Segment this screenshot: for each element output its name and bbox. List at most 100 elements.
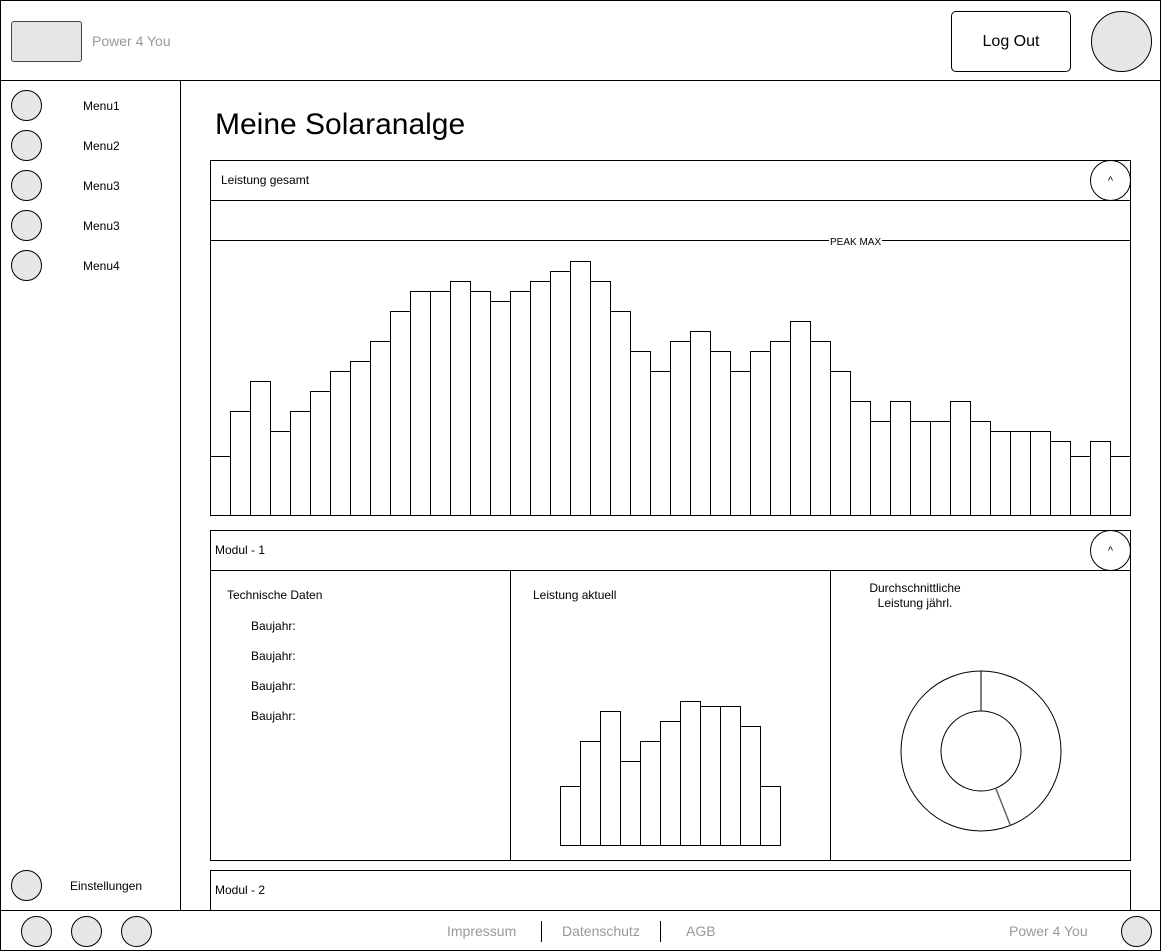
footer-icon-2[interactable] — [71, 916, 102, 947]
total-power-bar — [970, 421, 991, 516]
total-power-bar — [430, 291, 451, 516]
baujahr-label: Baujahr: — [251, 709, 296, 723]
current-power-bar — [740, 726, 761, 846]
sidebar-item-menu1[interactable]: Menu1 — [11, 90, 171, 121]
total-power-bar — [1050, 441, 1071, 516]
sidebar-item-settings[interactable]: Einstellungen — [11, 870, 171, 901]
footer-avatar[interactable] — [1121, 916, 1152, 947]
menu2-icon — [11, 130, 42, 161]
current-power-bar — [680, 701, 701, 846]
current-power-bar — [660, 721, 681, 846]
footer-icon-1[interactable] — [21, 916, 52, 947]
total-power-bar — [890, 401, 911, 516]
current-power-bar — [600, 711, 621, 846]
total-power-bar — [450, 281, 471, 516]
collapse-total-button[interactable]: ^ — [1090, 160, 1131, 201]
total-power-bar — [470, 291, 491, 516]
settings-icon — [11, 870, 42, 901]
module1-header[interactable]: Modul - 1 — [210, 530, 1131, 571]
sidebar-item-label: Menu2 — [83, 139, 120, 153]
total-power-bar — [910, 421, 931, 516]
total-power-bar — [850, 401, 871, 516]
footer-brand: Power 4 You — [1009, 923, 1088, 939]
avatar[interactable] — [1091, 11, 1152, 72]
total-power-bar — [330, 371, 351, 516]
sidebar-item-label: Menu3 — [83, 219, 120, 233]
donut-slice-divider — [995, 787, 1012, 826]
total-power-bar — [570, 261, 591, 516]
total-power-bar — [630, 351, 651, 516]
sidebar-item-menu2[interactable]: Menu2 — [11, 130, 171, 161]
tech-data-cell — [210, 570, 511, 861]
collapse-module1-button[interactable]: ^ — [1090, 530, 1131, 571]
menu3-icon — [11, 210, 42, 241]
total-power-bar — [490, 301, 511, 516]
page-title: Meine Solaranalge — [215, 108, 466, 141]
total-power-bar — [670, 341, 691, 516]
total-power-bar — [410, 291, 431, 516]
module2-title: Modul - 2 — [215, 883, 266, 897]
total-power-bar — [510, 291, 531, 516]
current-power-bar — [560, 786, 581, 846]
top-header: Power 4 You Log Out — [0, 0, 1161, 81]
total-power-bar — [650, 371, 671, 516]
footer-link-agb[interactable]: AGB — [686, 923, 716, 939]
menu1-icon — [11, 90, 42, 121]
total-power-bar — [770, 341, 791, 516]
total-power-bar — [250, 381, 271, 516]
module1-title: Modul - 1 — [215, 543, 266, 557]
panel-total-toolbar — [210, 200, 1131, 241]
footer-link-impressum[interactable]: Impressum — [447, 923, 517, 939]
tech-data-title: Technische Daten — [227, 588, 323, 602]
footer-icon-3[interactable] — [121, 916, 152, 947]
total-power-bar — [350, 361, 371, 516]
total-power-bar — [1090, 441, 1111, 516]
avg-power-title: Durchschnittliche Leistung jährl. — [850, 581, 980, 611]
module2-header[interactable]: Modul - 2 — [210, 870, 1131, 911]
total-power-bar — [730, 371, 751, 516]
current-power-bar — [640, 741, 661, 846]
total-power-bar — [1110, 456, 1131, 516]
sidebar-item-menu4[interactable]: Menu4 — [11, 250, 171, 281]
total-power-bar — [790, 321, 811, 516]
current-power-bar — [760, 786, 781, 846]
current-power-bar — [580, 741, 601, 846]
total-power-bar — [870, 421, 891, 516]
total-power-bar — [210, 456, 231, 516]
total-power-bar — [310, 391, 331, 516]
avg-power-title-line2: Leistung jährl. — [877, 596, 953, 610]
footer-divider — [660, 921, 661, 942]
sidebar-item-label: Menu3 — [83, 179, 120, 193]
sidebar-item-menu3-second[interactable]: Menu3 — [11, 210, 171, 241]
avg-power-donut-chart — [900, 670, 1062, 832]
total-power-bar — [710, 351, 731, 516]
peak-max-label: PEAK MAX — [829, 237, 883, 248]
sidebar-item-label: Menu4 — [83, 259, 120, 273]
total-power-bar — [950, 401, 971, 516]
total-power-bar — [390, 311, 411, 516]
baujahr-label: Baujahr: — [251, 679, 296, 693]
logo[interactable] — [11, 21, 82, 62]
total-power-bar — [990, 431, 1011, 516]
total-power-bar — [550, 271, 571, 516]
panel-total-header[interactable]: Leistung gesamt — [210, 160, 1131, 201]
total-power-bar — [1070, 456, 1091, 516]
total-power-bar — [590, 281, 611, 516]
sidebar-item-label: Einstellungen — [70, 879, 143, 893]
footer-link-datenschutz[interactable]: Datenschutz — [562, 923, 640, 939]
menu4-icon — [11, 250, 42, 281]
total-power-bar — [690, 331, 711, 516]
panel-total-title: Leistung gesamt — [221, 173, 310, 187]
total-power-bar — [270, 431, 291, 516]
current-power-bar — [720, 706, 741, 846]
total-power-bar — [290, 411, 311, 516]
sidebar: Menu1 Menu2 Menu3 Menu3 Menu4 Einstellun… — [0, 80, 181, 911]
sidebar-item-menu3[interactable]: Menu3 — [11, 170, 171, 201]
total-power-bar — [230, 411, 251, 516]
current-power-title: Leistung aktuell — [533, 588, 617, 602]
avg-power-title-line1: Durchschnittliche — [869, 581, 961, 595]
total-power-bar — [530, 281, 551, 516]
menu3-icon — [11, 170, 42, 201]
logout-button[interactable]: Log Out — [951, 11, 1071, 72]
baujahr-label: Baujahr: — [251, 619, 296, 633]
